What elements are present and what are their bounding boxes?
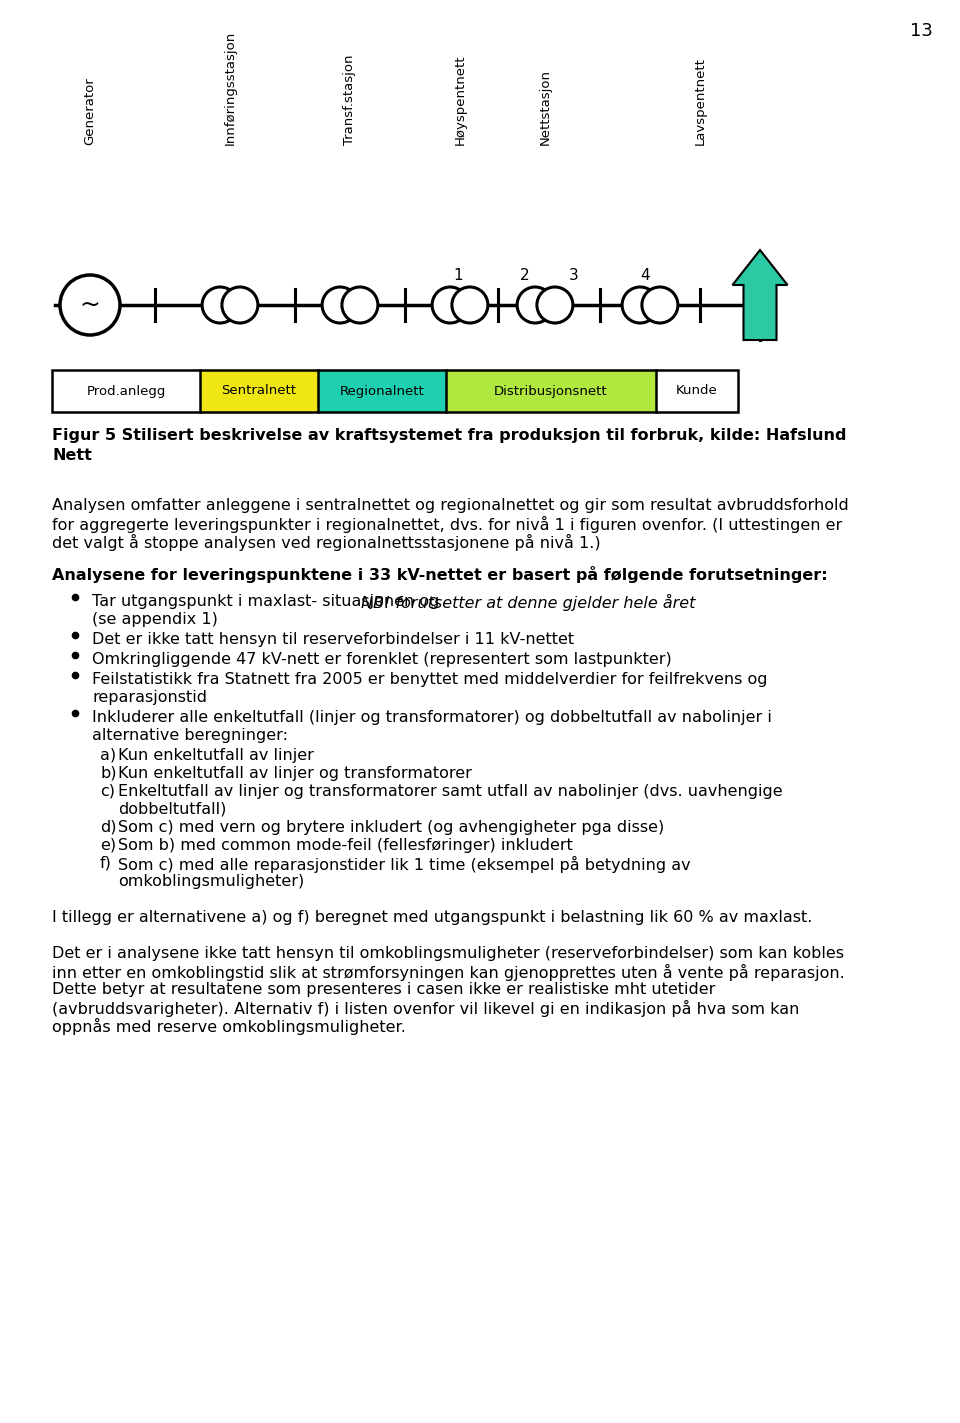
Text: Figur 5 Stilisert beskrivelse av kraftsystemet fra produksjon til forbruk, kilde: Figur 5 Stilisert beskrivelse av kraftsy…	[52, 428, 847, 443]
Text: for aggregerte leveringspunkter i regionalnettet, dvs. for nivå 1 i figuren oven: for aggregerte leveringspunkter i region…	[52, 517, 842, 534]
Text: Analysene for leveringspunktene i 33 kV-nettet er basert på følgende forutsetnin: Analysene for leveringspunktene i 33 kV-…	[52, 566, 828, 583]
Text: Analysen omfatter anleggene i sentralnettet og regionalnettet og gir som resulta: Analysen omfatter anleggene i sentralnet…	[52, 498, 849, 514]
Bar	[52, 370, 738, 413]
Circle shape	[60, 275, 120, 334]
Text: NB! forutsetter at denne gjelder hele året: NB! forutsetter at denne gjelder hele år…	[361, 593, 695, 610]
Text: oppnås med reserve omkoblingsmuligheter.: oppnås med reserve omkoblingsmuligheter.	[52, 1017, 406, 1035]
Text: Kun enkeltutfall av linjer: Kun enkeltutfall av linjer	[118, 748, 314, 763]
Text: (avbruddsvarigheter). Alternativ f) i listen ovenfor vil likevel gi en indikasjo: (avbruddsvarigheter). Alternativ f) i li…	[52, 1000, 800, 1017]
Text: Generator: Generator	[84, 77, 97, 145]
Text: inn etter en omkoblingstid slik at strømforsyningen kan gjenopprettes uten å ven: inn etter en omkoblingstid slik at strøm…	[52, 963, 845, 980]
Circle shape	[642, 287, 678, 323]
Text: Prod.anlegg: Prod.anlegg	[86, 384, 166, 397]
Text: a): a)	[100, 748, 116, 763]
Text: Innføringsstasjon: Innføringsstasjon	[224, 31, 236, 145]
Text: 13: 13	[910, 21, 933, 40]
Text: Nettstasjon: Nettstasjon	[539, 68, 551, 145]
Circle shape	[622, 287, 659, 323]
Bar	[446, 370, 656, 413]
Bar	[200, 370, 318, 413]
Text: Som b) med common mode-feil (fellesføringer) inkludert: Som b) med common mode-feil (fellesførin…	[118, 838, 573, 852]
Text: 3: 3	[569, 268, 579, 283]
Circle shape	[452, 287, 488, 323]
Text: c): c)	[100, 784, 115, 798]
Text: 1: 1	[453, 268, 463, 283]
Text: omkoblingsmuligheter): omkoblingsmuligheter)	[118, 874, 304, 889]
Text: alternative beregninger:: alternative beregninger:	[92, 729, 288, 743]
Text: 2: 2	[520, 268, 530, 283]
Circle shape	[432, 287, 468, 323]
Text: Som c) med vern og brytere inkludert (og avhengigheter pga disse): Som c) med vern og brytere inkludert (og…	[118, 820, 664, 835]
Circle shape	[342, 287, 378, 323]
Text: f): f)	[100, 857, 112, 871]
Circle shape	[323, 287, 358, 323]
Text: e): e)	[100, 838, 116, 852]
Text: Kunde: Kunde	[676, 384, 718, 397]
Text: Inkluderer alle enkeltutfall (linjer og transformatorer) og dobbeltutfall av nab: Inkluderer alle enkeltutfall (linjer og …	[92, 710, 772, 724]
FancyArrow shape	[732, 250, 787, 340]
Text: Sentralnett: Sentralnett	[222, 384, 297, 397]
Text: Feilstatistikk fra Statnett fra 2005 er benyttet med middelverdier for feilfrekv: Feilstatistikk fra Statnett fra 2005 er …	[92, 672, 767, 687]
Text: dobbeltutfall): dobbeltutfall)	[118, 803, 227, 817]
Circle shape	[222, 287, 258, 323]
Text: reparasjonstid: reparasjonstid	[92, 690, 207, 704]
Text: det valgt å stoppe analysen ved regionalnettsstasjonene på nivå 1.): det valgt å stoppe analysen ved regional…	[52, 534, 601, 551]
Text: Kun enkeltutfall av linjer og transformatorer: Kun enkeltutfall av linjer og transforma…	[118, 766, 472, 781]
Text: b): b)	[100, 766, 116, 781]
Bar	[52, 370, 200, 413]
Text: Distribusjonsnett: Distribusjonsnett	[494, 384, 608, 397]
Text: Regionalnett: Regionalnett	[340, 384, 424, 397]
Bar	[318, 370, 446, 413]
Circle shape	[203, 287, 238, 323]
Text: Enkeltutfall av linjer og transformatorer samt utfall av nabolinjer (dvs. uavhen: Enkeltutfall av linjer og transformatore…	[118, 784, 782, 798]
Text: Det er ikke tatt hensyn til reserveforbindelser i 11 kV-nettet: Det er ikke tatt hensyn til reserveforbi…	[92, 632, 574, 647]
Text: Transf.stasjon: Transf.stasjon	[344, 54, 356, 145]
Text: 5: 5	[745, 268, 755, 283]
Text: Nett: Nett	[52, 448, 92, 462]
Text: Høyspentnett: Høyspentnett	[453, 54, 467, 145]
Text: d): d)	[100, 820, 116, 835]
Circle shape	[537, 287, 573, 323]
Text: Som c) med alle reparasjonstider lik 1 time (eksempel på betydning av: Som c) med alle reparasjonstider lik 1 t…	[118, 857, 690, 874]
Text: Tar utgangspunkt i maxlast- situasjonen og: Tar utgangspunkt i maxlast- situasjonen …	[92, 593, 444, 609]
Text: Lavspentnett: Lavspentnett	[693, 57, 707, 145]
Text: 4: 4	[640, 268, 650, 283]
Text: ~: ~	[80, 293, 101, 317]
Text: (se appendix 1): (se appendix 1)	[92, 612, 218, 628]
Text: Dette betyr at resultatene som presenteres i casen ikke er realistiske mht uteti: Dette betyr at resultatene som presenter…	[52, 982, 715, 998]
Text: I tillegg er alternativene a) og f) beregnet med utgangspunkt i belastning lik 6: I tillegg er alternativene a) og f) bere…	[52, 909, 812, 925]
Circle shape	[517, 287, 553, 323]
Text: Det er i analysene ikke tatt hensyn til omkoblingsmuligheter (reserveforbindelse: Det er i analysene ikke tatt hensyn til …	[52, 946, 844, 961]
Bar	[656, 370, 738, 413]
Text: Omkringliggende 47 kV-nett er forenklet (representert som lastpunkter): Omkringliggende 47 kV-nett er forenklet …	[92, 652, 672, 667]
